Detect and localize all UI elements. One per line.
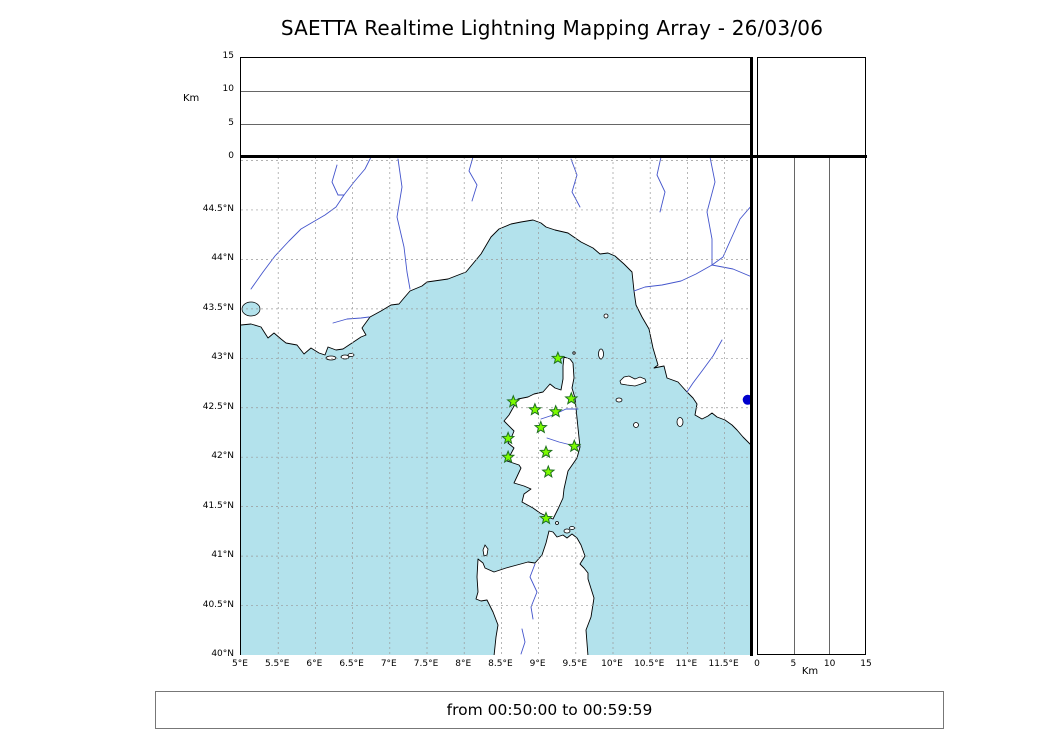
island-pianosa xyxy=(615,397,623,403)
frame-divider-vertical xyxy=(750,57,753,656)
station-marker xyxy=(564,391,579,405)
island-gorgona xyxy=(603,313,609,319)
altitude-gridline-5km xyxy=(241,123,751,125)
lat-tick-label: 44°N xyxy=(211,253,234,264)
island-elba xyxy=(619,375,647,387)
island-levant xyxy=(347,353,355,357)
lon-tick-label: 9°E xyxy=(529,659,546,669)
time-range-box: from 00:50:00 to 00:59:59 xyxy=(155,691,944,729)
lat-tick-label: 40°N xyxy=(211,649,234,659)
station-marker xyxy=(567,438,582,453)
river-layer xyxy=(250,156,753,655)
lon-tick-label: 5°E xyxy=(232,659,248,669)
alt-right-tick-label: 15 xyxy=(860,659,872,669)
lon-tick-label: 6°E xyxy=(306,659,323,669)
alt-top-tick-label: 15 xyxy=(222,51,234,61)
altitude-latitude-panel xyxy=(757,157,866,655)
island-asinara xyxy=(482,544,489,557)
lat-tick-label: 42.5°N xyxy=(202,401,234,412)
altitude-gridline-10km xyxy=(241,90,751,92)
island-caprera xyxy=(569,526,575,530)
alt-top-tick-label: 5 xyxy=(228,117,234,128)
km-label-top: Km xyxy=(183,93,200,104)
altitude-gridline-10km xyxy=(829,157,831,654)
stations-layer xyxy=(501,350,582,525)
island-maddalena xyxy=(563,528,571,534)
lon-tick-label: 7°E xyxy=(380,659,397,669)
lon-tick-label: 10.5°E xyxy=(634,659,665,669)
lat-tick-label: 42°N xyxy=(211,451,234,462)
lon-tick-label: 6.5°E xyxy=(339,659,364,669)
frame-divider-horizontal xyxy=(240,155,867,158)
lon-tick-label: 8.5°E xyxy=(488,659,513,669)
station-marker xyxy=(501,431,516,445)
lat-tick-label: 43.5°N xyxy=(202,302,234,313)
lon-tick-label: 11°E xyxy=(675,659,698,669)
island-lavezzi xyxy=(555,521,559,525)
lat-tick-label: 41°N xyxy=(211,550,234,561)
graticule-grid xyxy=(241,157,752,655)
coastline-corsica xyxy=(503,356,581,520)
lat-tick-label: 43°N xyxy=(211,352,234,363)
station-marker xyxy=(541,464,556,478)
island-giglio xyxy=(676,417,684,427)
island-montecristo xyxy=(633,422,639,428)
altitude-gridline-5km xyxy=(793,157,795,654)
chart-title: SAETTA Realtime Lightning Mapping Array … xyxy=(280,16,824,40)
island-capraia xyxy=(598,348,604,360)
lon-tick-label: 9.5°E xyxy=(562,659,588,669)
alt-right-tick-label: 5 xyxy=(790,659,797,669)
station-marker xyxy=(550,350,565,365)
lat-tick-label: 44.5°N xyxy=(202,203,234,214)
lon-tick-label: 10°E xyxy=(601,659,623,669)
lat-tick-label: 41.5°N xyxy=(202,500,234,511)
station-marker xyxy=(506,394,521,408)
coastline-sardinia xyxy=(475,530,595,657)
lat-tick-label: 40.5°N xyxy=(202,599,234,610)
station-marker xyxy=(527,402,542,416)
alt-right-tick-label: 0 xyxy=(754,659,760,669)
km-label-bottom: Km xyxy=(801,666,819,677)
station-marker xyxy=(538,444,554,459)
map-svg xyxy=(238,154,755,657)
map-panel xyxy=(238,154,755,657)
alt-top-tick-label: 0 xyxy=(228,151,234,161)
altitude-longitude-panel xyxy=(240,57,751,157)
time-range-label: from 00:50:00 to 00:59:59 xyxy=(446,701,653,719)
land-layer xyxy=(238,154,755,657)
alt-top-tick-label: 10 xyxy=(222,84,234,95)
station-marker xyxy=(548,404,563,418)
lon-tick-label: 8°E xyxy=(455,659,472,669)
station-marker xyxy=(538,511,554,525)
corner-panel xyxy=(757,57,866,157)
lon-tick-label: 11.5°E xyxy=(708,659,739,669)
island-giraglia xyxy=(572,351,576,355)
alt-right-tick-label: 10 xyxy=(823,659,836,669)
station-marker xyxy=(501,449,516,464)
lon-tick-label: 5.5°E xyxy=(264,659,290,669)
station-marker xyxy=(533,420,548,434)
coastline-continent xyxy=(238,154,755,447)
lon-tick-label: 7.5°E xyxy=(413,659,439,669)
